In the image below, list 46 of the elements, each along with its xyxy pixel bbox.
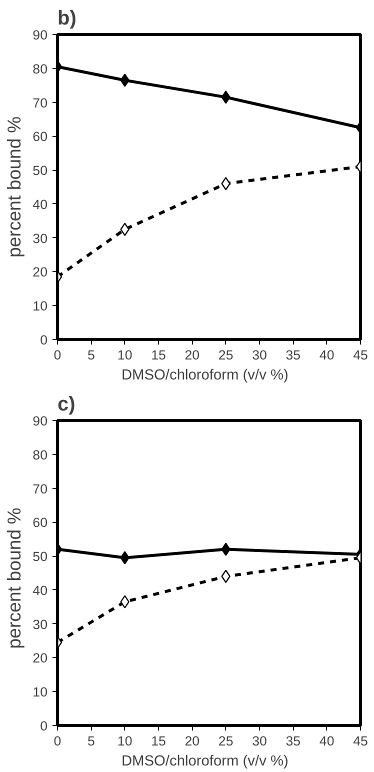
chart-title: c) bbox=[58, 394, 76, 416]
x-tick-label: 10 bbox=[117, 734, 132, 748]
y-tick-label: 40 bbox=[32, 582, 48, 598]
x-tick-label: 25 bbox=[218, 734, 234, 748]
y-tick-label: 40 bbox=[32, 196, 48, 212]
x-tick-label: 0 bbox=[54, 348, 62, 362]
y-axis-title: percent bound % bbox=[4, 508, 25, 649]
x-tick-label: 5 bbox=[87, 348, 95, 362]
y-tick-label: 60 bbox=[32, 129, 48, 144]
x-tick-label: 30 bbox=[252, 348, 267, 362]
y-tick-label: 0 bbox=[40, 718, 48, 734]
x-axis-title: DMSO/chloroform (v/v %) bbox=[121, 754, 288, 770]
x-tick-label: 15 bbox=[151, 348, 166, 362]
x-tick-label: 0 bbox=[54, 734, 62, 748]
y-tick-label: 10 bbox=[32, 684, 48, 700]
x-tick-label: 40 bbox=[319, 734, 334, 748]
x-tick-label: 5 bbox=[87, 734, 95, 748]
x-tick-label: 45 bbox=[353, 734, 368, 748]
y-tick-label: 60 bbox=[32, 515, 48, 530]
x-tick-label: 40 bbox=[319, 348, 334, 362]
y-tick-label: 80 bbox=[32, 447, 48, 462]
x-tick-label: 45 bbox=[353, 348, 368, 362]
x-tick-label: 10 bbox=[117, 348, 132, 362]
x-tick-label: 35 bbox=[286, 348, 301, 362]
y-tick-label: 70 bbox=[32, 95, 48, 110]
y-tick-label: 90 bbox=[32, 414, 48, 428]
y-tick-label: 80 bbox=[32, 61, 48, 76]
x-tick-label: 20 bbox=[184, 734, 200, 748]
y-tick-label: 90 bbox=[32, 28, 48, 42]
x-tick-label: 25 bbox=[218, 348, 234, 362]
y-tick-label: 30 bbox=[32, 230, 48, 246]
x-axis-title: DMSO/chloroform (v/v %) bbox=[121, 368, 288, 384]
x-tick-label: 35 bbox=[286, 734, 301, 748]
y-tick-label: 20 bbox=[32, 264, 48, 280]
y-axis-title: percent bound % bbox=[4, 116, 25, 258]
chart-title: b) bbox=[58, 8, 76, 30]
x-tick-label: 30 bbox=[252, 734, 267, 748]
y-tick-label: 0 bbox=[40, 332, 48, 348]
y-tick-label: 50 bbox=[32, 549, 48, 564]
y-tick-label: 30 bbox=[32, 616, 48, 632]
y-tick-label: 20 bbox=[32, 650, 48, 666]
x-tick-label: 15 bbox=[151, 734, 166, 748]
x-tick-label: 20 bbox=[184, 348, 200, 362]
y-tick-label: 10 bbox=[32, 298, 48, 314]
y-tick-label: 70 bbox=[32, 481, 48, 496]
y-tick-label: 50 bbox=[32, 163, 48, 178]
